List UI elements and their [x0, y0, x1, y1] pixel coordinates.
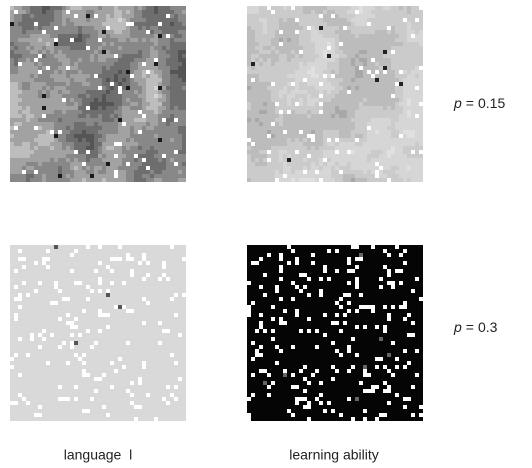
- panel-learning-p015: [247, 6, 423, 182]
- relation: =: [466, 319, 474, 335]
- panel-language-p03: [10, 245, 186, 421]
- column-label: learning ability: [289, 447, 379, 463]
- variable: p: [453, 95, 462, 111]
- row-label: p = 0.15: [453, 95, 505, 111]
- texture: [118, 18, 158, 98]
- panel-learning-p03: [247, 245, 423, 421]
- texture: [247, 6, 411, 182]
- texture: [10, 245, 186, 421]
- value: 0.3: [478, 319, 498, 335]
- texture: [247, 245, 423, 421]
- texture: [10, 6, 186, 182]
- relation: =: [466, 95, 474, 111]
- variable: p: [453, 319, 462, 335]
- texture: [247, 38, 367, 182]
- texture: [10, 6, 162, 182]
- texture: [247, 6, 423, 182]
- column-label: language l: [64, 447, 133, 463]
- panel-language-p015: [10, 6, 186, 182]
- texture: [54, 245, 122, 345]
- texture: [42, 6, 186, 150]
- row-label: p = 0.3: [453, 319, 498, 335]
- value: 0.15: [478, 95, 505, 111]
